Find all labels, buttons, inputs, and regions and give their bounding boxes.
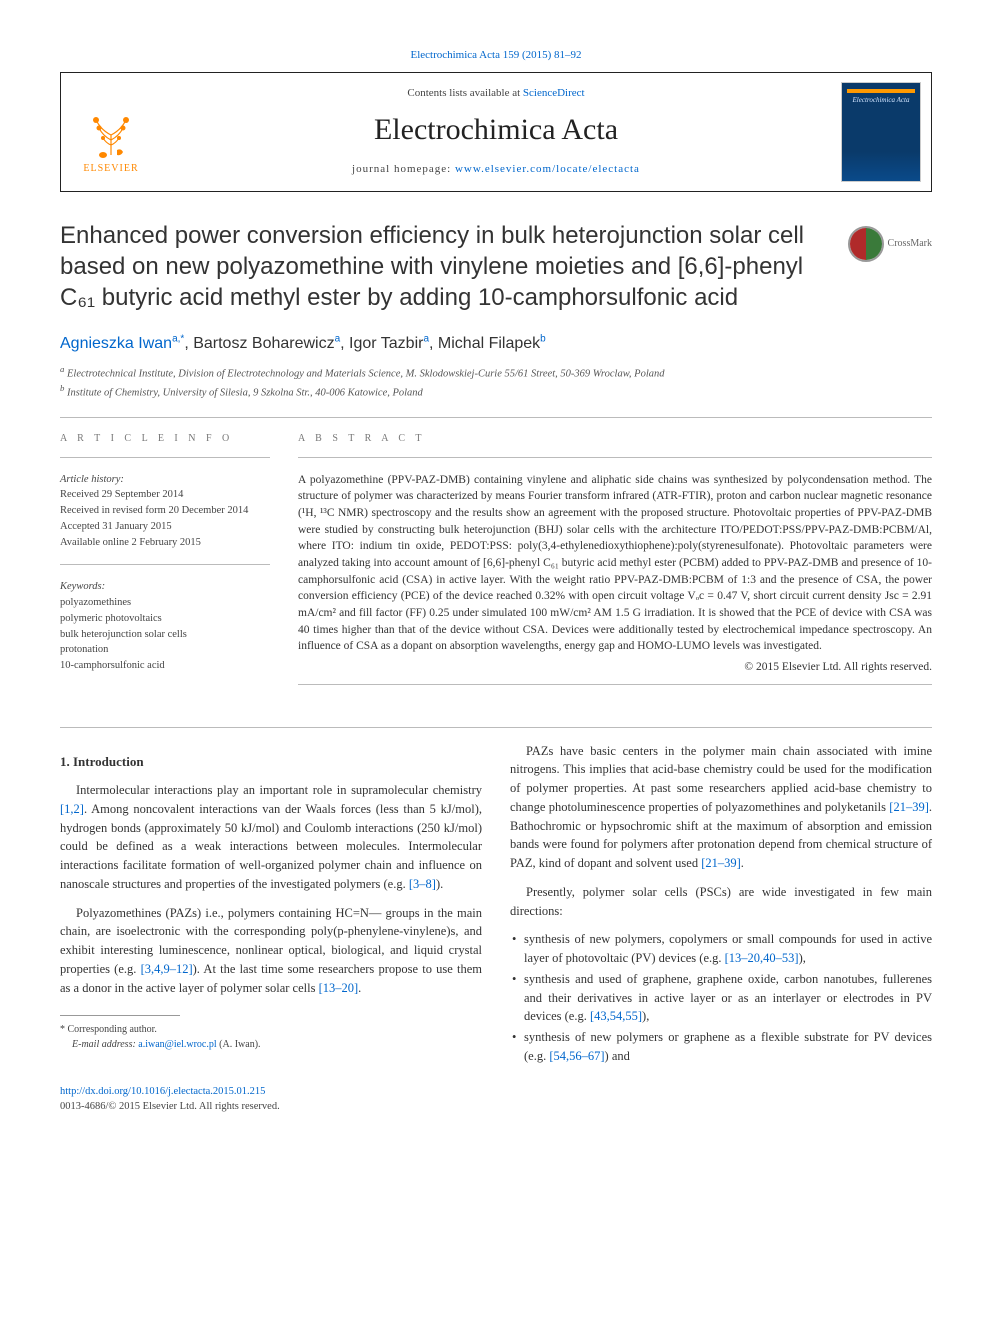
- publisher-logo-cell: ELSEVIER: [61, 73, 161, 191]
- cover-title-text: Electrochimica Acta: [853, 97, 910, 105]
- issn-copyright: 0013-4686/© 2015 Elsevier Ltd. All right…: [60, 1101, 280, 1112]
- body-paragraph: Presently, polymer solar cells (PSCs) ar…: [510, 883, 932, 921]
- keyword: protonation: [60, 642, 270, 658]
- divider: [60, 417, 932, 418]
- list-item: synthesis of new polymers, copolymers or…: [510, 930, 932, 968]
- citation-header: Electrochimica Acta 159 (2015) 81–92: [60, 48, 932, 64]
- citation-link[interactable]: [3–8]: [409, 877, 436, 891]
- abstract-copyright: © 2015 Elsevier Ltd. All rights reserved…: [298, 659, 932, 676]
- affiliations: a Electrotechnical Institute, Division o…: [60, 363, 932, 401]
- abstract-column: A B S T R A C T A polyazomethine (PPV-PA…: [298, 432, 932, 699]
- journal-cover-cell: Electrochimica Acta: [831, 73, 931, 191]
- sciencedirect-link[interactable]: ScienceDirect: [523, 87, 585, 99]
- title-row: Enhanced power conversion efficiency in …: [60, 220, 932, 314]
- footnote-rule: [60, 1015, 180, 1016]
- journal-header: ELSEVIER Contents lists available at Sci…: [60, 72, 932, 192]
- author-affil-sup: a,*: [172, 333, 184, 344]
- keyword: polyazomethines: [60, 595, 270, 611]
- crossmark-icon: [848, 226, 884, 262]
- author-affil-sup: b: [540, 333, 546, 344]
- citation-link[interactable]: [54,56–67]: [549, 1049, 604, 1063]
- affiliation-b: b Institute of Chemistry, University of …: [60, 382, 932, 401]
- contents-prefix: Contents lists available at: [407, 87, 522, 99]
- accepted-date: Accepted 31 January 2015: [60, 519, 270, 535]
- citation-link[interactable]: [21–39]: [701, 856, 741, 870]
- body-paragraph: Intermolecular interactions play an impo…: [60, 781, 482, 894]
- body-two-column: 1. Introduction Intermolecular interacti…: [60, 742, 932, 1066]
- keyword: polymeric photovoltaics: [60, 611, 270, 627]
- section-heading: 1. Introduction: [60, 752, 482, 772]
- author-text: , Michal Filapek: [429, 335, 540, 352]
- author-text: , Igor Tazbir: [340, 335, 423, 352]
- list-item: synthesis and used of graphene, graphene…: [510, 970, 932, 1026]
- author-text: , Bartosz Boharewicz: [184, 335, 334, 352]
- keyword: bulk heterojunction solar cells: [60, 627, 270, 643]
- author-link[interactable]: Agnieszka Iwan: [60, 335, 172, 352]
- article-title: Enhanced power conversion efficiency in …: [60, 220, 830, 314]
- article-info-column: A R T I C L E I N F O Article history: R…: [60, 432, 270, 699]
- journal-cover-thumbnail: Electrochimica Acta: [841, 82, 921, 182]
- keywords-block: Keywords: polyazomethines polymeric phot…: [60, 579, 270, 674]
- citation-link[interactable]: [43,54,55]: [590, 1009, 642, 1023]
- elsevier-tree-icon: [81, 100, 141, 160]
- affiliation-a: a Electrotechnical Institute, Division o…: [60, 363, 932, 382]
- received-date: Received 29 September 2014: [60, 487, 270, 503]
- doi-block: http://dx.doi.org/10.1016/j.electacta.20…: [60, 1084, 932, 1114]
- citation-link[interactable]: [13–20]: [319, 981, 359, 995]
- crossmark-badge[interactable]: CrossMark: [848, 226, 932, 262]
- abstract-heading: A B S T R A C T: [298, 432, 932, 447]
- divider: [298, 684, 932, 685]
- body-paragraph: Polyazomethines (PAZs) i.e., polymers co…: [60, 904, 482, 998]
- divider: [60, 457, 270, 458]
- citation-link[interactable]: [21–39]: [889, 800, 929, 814]
- footnote-block: * Corresponding author. E-mail address: …: [60, 1015, 482, 1052]
- keywords-label: Keywords:: [60, 579, 270, 595]
- divider: [298, 457, 932, 458]
- revised-date: Received in revised form 20 December 201…: [60, 503, 270, 519]
- citation-link[interactable]: [1,2]: [60, 802, 84, 816]
- list-item: synthesis of new polymers or graphene as…: [510, 1028, 932, 1066]
- article-info-heading: A R T I C L E I N F O: [60, 432, 270, 447]
- article-history-block: Article history: Received 29 September 2…: [60, 472, 270, 551]
- homepage-line: journal homepage: www.elsevier.com/locat…: [161, 162, 831, 178]
- crossmark-label: CrossMark: [888, 237, 932, 252]
- bullet-list: synthesis of new polymers, copolymers or…: [510, 930, 932, 1065]
- email-footnote: E-mail address: a.iwan@iel.wroc.pl (A. I…: [60, 1037, 482, 1052]
- elsevier-wordmark: ELSEVIER: [83, 162, 138, 177]
- cover-accent-bar: [847, 89, 915, 93]
- citation-link[interactable]: [13–20,40–53]: [725, 951, 799, 965]
- contents-available-line: Contents lists available at ScienceDirec…: [161, 86, 831, 102]
- elsevier-logo: ELSEVIER: [71, 87, 151, 177]
- affil-link-b[interactable]: b: [540, 333, 546, 344]
- citation-link[interactable]: [3,4,9–12]: [141, 962, 193, 976]
- homepage-link[interactable]: www.elsevier.com/locate/electacta: [455, 163, 640, 175]
- author-list: Agnieszka Iwana,*, Bartosz Boharewicza, …: [60, 332, 932, 355]
- online-date: Available online 2 February 2015: [60, 535, 270, 551]
- email-link[interactable]: a.iwan@iel.wroc.pl: [138, 1039, 216, 1050]
- divider: [60, 727, 932, 728]
- doi-link[interactable]: http://dx.doi.org/10.1016/j.electacta.20…: [60, 1086, 265, 1097]
- corresponding-footnote: * Corresponding author.: [60, 1022, 482, 1037]
- body-paragraph: PAZs have basic centers in the polymer m…: [510, 742, 932, 873]
- citation-link[interactable]: Electrochimica Acta 159 (2015) 81–92: [410, 49, 581, 61]
- keyword: 10-camphorsulfonic acid: [60, 658, 270, 674]
- journal-name: Electrochimica Acta: [161, 108, 831, 152]
- header-center: Contents lists available at ScienceDirec…: [161, 80, 831, 183]
- info-abstract-row: A R T I C L E I N F O Article history: R…: [60, 432, 932, 699]
- history-label: Article history:: [60, 472, 270, 488]
- homepage-prefix: journal homepage:: [352, 163, 455, 175]
- divider: [60, 564, 270, 565]
- abstract-text: A polyazomethine (PPV-PAZ-DMB) containin…: [298, 472, 932, 655]
